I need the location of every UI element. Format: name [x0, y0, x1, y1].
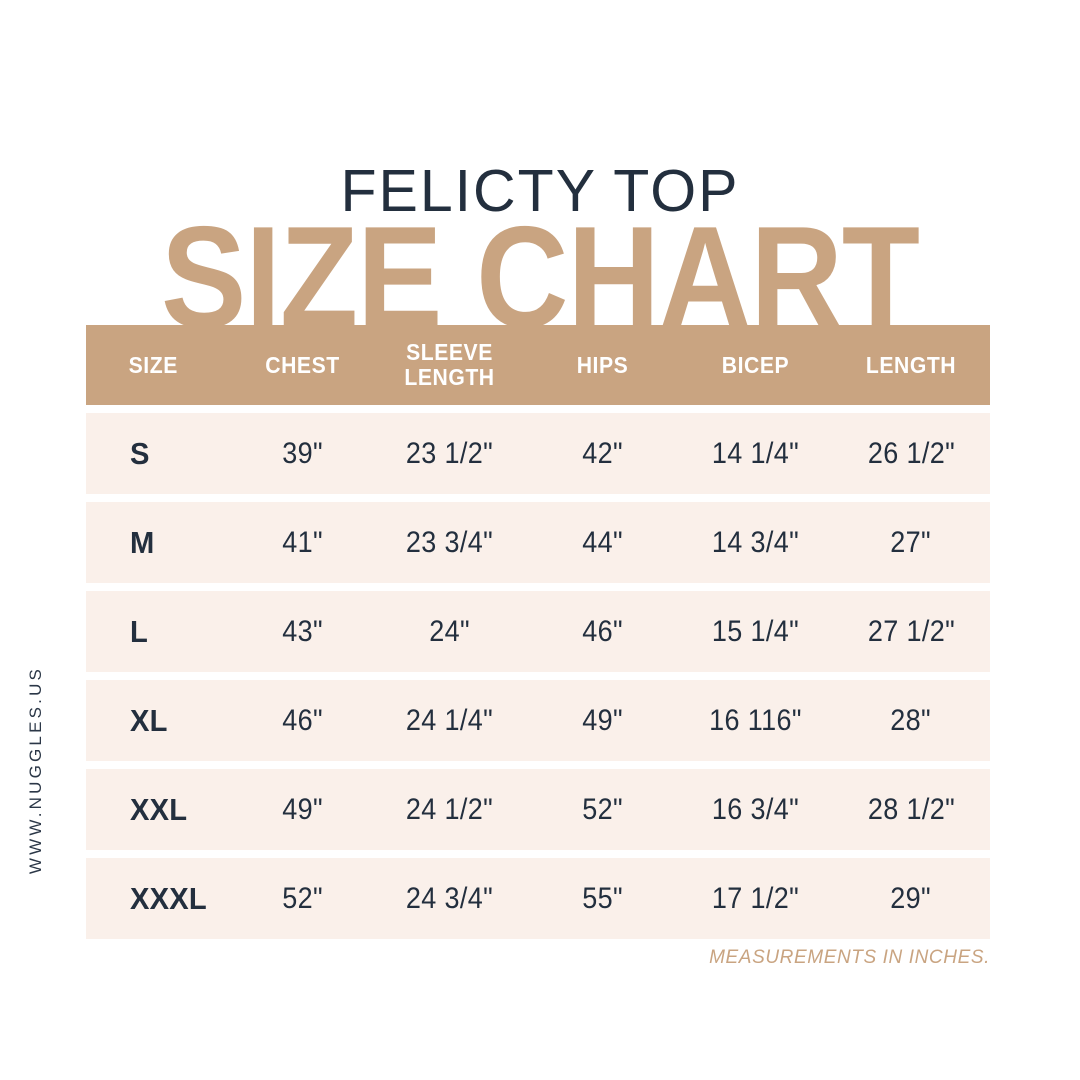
- cell-bicep: 16 116": [709, 703, 802, 737]
- cell-size: XXXL: [130, 880, 207, 916]
- column-header-hips: HIPS: [576, 351, 629, 378]
- cell-sleeve-length: 23 3/4": [405, 525, 494, 559]
- cell-chest: 49": [282, 792, 323, 826]
- table-row: M 41" 23 3/4" 44" 14 3/4" 27": [86, 502, 990, 583]
- cell-size: XL: [130, 702, 168, 738]
- cell-chest: 41": [282, 525, 323, 559]
- cell-size: XXL: [130, 791, 188, 827]
- cell-sleeve-length: 24 1/2": [405, 792, 494, 826]
- table-row: XXL 49" 24 1/2" 52" 16 3/4" 28 1/2": [86, 769, 990, 850]
- cell-length: 28 1/2": [867, 792, 955, 826]
- cell-hips: 52": [582, 792, 623, 826]
- column-header-sleeve-length: SLEEVE LENGTH: [404, 339, 495, 390]
- table-row: XXXL 52" 24 3/4" 55" 17 1/2" 29": [86, 858, 990, 939]
- cell-size: M: [130, 524, 155, 560]
- table-header-row: SIZE CHEST SLEEVE LENGTH HIPS BICEP LENG…: [86, 325, 990, 405]
- cell-hips: 42": [582, 436, 623, 470]
- cell-bicep: 14 1/4": [711, 436, 800, 470]
- column-header-size: SIZE: [128, 351, 178, 378]
- product-subtitle: FELICTY TOP: [340, 158, 740, 224]
- column-header-length: LENGTH: [865, 351, 957, 378]
- measurement-note: MEASUREMENTS IN INCHES.: [709, 947, 990, 968]
- cell-sleeve-length: 24": [429, 614, 470, 648]
- table-row: XL 46" 24 1/4" 49" 16 116" 28": [86, 680, 990, 761]
- site-watermark: WWW.NUGGLES.US: [26, 665, 45, 875]
- cell-length: 28": [890, 703, 932, 737]
- cell-bicep: 15 1/4": [711, 614, 800, 648]
- table-row: S 39" 23 1/2" 42" 14 1/4" 26 1/2": [86, 413, 990, 494]
- cell-chest: 52": [282, 881, 323, 915]
- cell-bicep: 14 3/4": [711, 525, 800, 559]
- column-header-chest: CHEST: [265, 351, 340, 378]
- table-row: L 43" 24" 46" 15 1/4" 27 1/2": [86, 591, 990, 672]
- cell-chest: 46": [282, 703, 323, 737]
- cell-hips: 49": [582, 703, 623, 737]
- cell-length: 29": [890, 881, 932, 915]
- cell-hips: 55": [582, 881, 623, 915]
- cell-sleeve-length: 24 3/4": [405, 881, 494, 915]
- cell-chest: 39": [282, 436, 323, 470]
- cell-length: 27": [890, 525, 932, 559]
- cell-bicep: 16 3/4": [711, 792, 800, 826]
- cell-hips: 46": [582, 614, 623, 648]
- cell-size: S: [130, 435, 150, 471]
- cell-hips: 44": [582, 525, 623, 559]
- cell-length: 26 1/2": [867, 436, 955, 470]
- cell-size: L: [130, 613, 148, 649]
- cell-sleeve-length: 23 1/2": [405, 436, 494, 470]
- size-chart-table: SIZE CHEST SLEEVE LENGTH HIPS BICEP LENG…: [86, 325, 990, 947]
- column-header-bicep: BICEP: [721, 351, 790, 378]
- cell-bicep: 17 1/2": [711, 881, 800, 915]
- cell-sleeve-length: 24 1/4": [405, 703, 494, 737]
- cell-chest: 43": [282, 614, 323, 648]
- cell-length: 27 1/2": [867, 614, 955, 648]
